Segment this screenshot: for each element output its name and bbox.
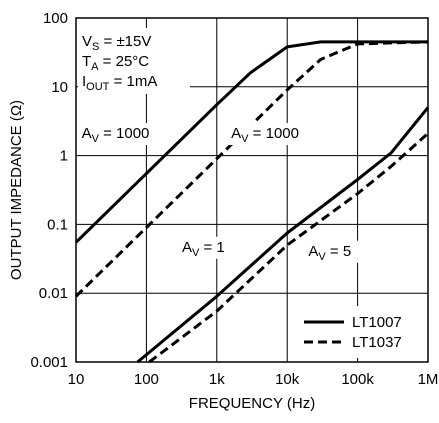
x-tick-label: 100k [341,371,374,388]
legend-label: LT1037 [352,334,402,351]
y-tick-label: 1 [60,148,68,165]
x-tick-label: 1k [209,371,225,388]
x-tick-label: 10k [275,371,300,388]
y-tick-label: 0.1 [47,216,68,233]
legend-label: LT1007 [352,314,402,331]
y-tick-label: 0.001 [30,354,68,371]
gain-annotation: AV = 1 [182,239,225,259]
x-tick-label: 100 [134,371,159,388]
y-tick-label: 100 [43,10,68,27]
x-axis-title: FREQUENCY (Hz) [189,395,315,412]
legend: LT1007 LT1037 [296,306,422,358]
y-tick-label: 10 [51,79,68,96]
x-tick-label: 1M [418,371,439,388]
x-tick-label: 10 [68,371,85,388]
y-tick-label: 0.01 [39,285,68,302]
gain-annotation: AV = 5 [308,243,351,263]
y-axis-title: OUTPUT IMPEDANCE (Ω) [8,100,25,280]
